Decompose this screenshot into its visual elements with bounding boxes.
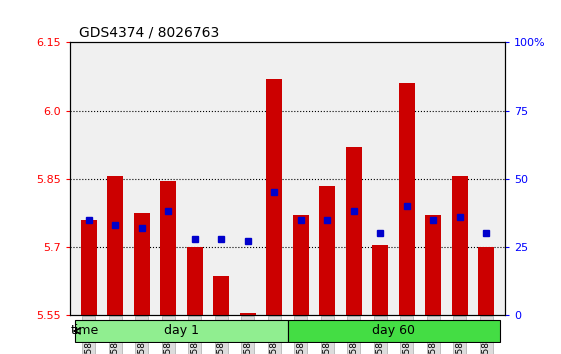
Bar <box>240 313 256 315</box>
Bar <box>346 147 362 315</box>
FancyBboxPatch shape <box>75 320 288 342</box>
Bar <box>399 84 415 315</box>
Text: day 60: day 60 <box>372 325 415 337</box>
Bar <box>373 245 388 315</box>
Bar <box>213 276 229 315</box>
Bar <box>425 215 442 315</box>
Text: time: time <box>71 325 99 337</box>
Bar <box>266 79 282 315</box>
Bar <box>134 213 150 315</box>
Bar <box>160 181 176 315</box>
Text: day 1: day 1 <box>164 325 199 337</box>
Bar <box>479 247 494 315</box>
Bar <box>81 219 96 315</box>
Bar <box>293 215 309 315</box>
FancyBboxPatch shape <box>288 320 500 342</box>
Text: GDS4374 / 8026763: GDS4374 / 8026763 <box>79 26 219 40</box>
Bar <box>107 177 123 315</box>
Bar <box>187 247 203 315</box>
Bar <box>319 185 335 315</box>
Bar <box>452 177 468 315</box>
